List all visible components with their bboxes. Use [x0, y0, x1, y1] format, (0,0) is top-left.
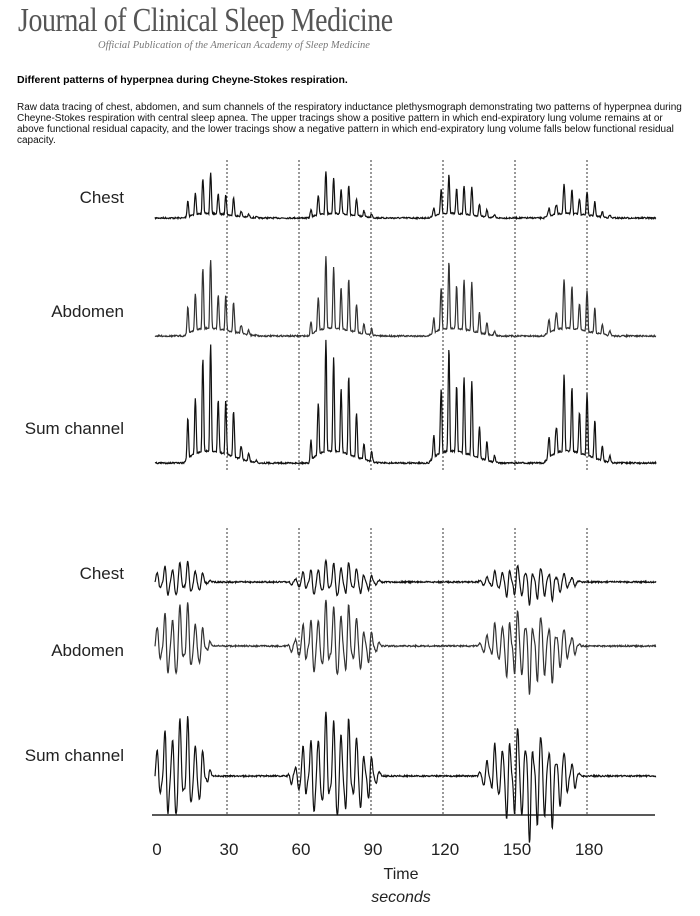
trace [154, 599, 657, 695]
trace [154, 339, 657, 466]
tick-label: 90 [364, 840, 383, 859]
tick-label: 30 [220, 840, 239, 859]
trace [154, 256, 657, 339]
figure-title: Different patterns of hyperpnea during C… [17, 74, 348, 86]
trace [154, 558, 657, 606]
tick-label: 0 [152, 840, 161, 859]
trace-label: Abdomen [51, 302, 124, 321]
journal-name: Journal of Clinical Sleep Medicine [18, 2, 393, 39]
trace-label: Chest [80, 188, 125, 207]
tick-label: 120 [431, 840, 459, 859]
axis-unit: seconds [371, 889, 431, 906]
figure-caption: Raw data tracing of chest, abdomen, and … [17, 102, 682, 146]
trace-label: Sum channel [25, 746, 124, 765]
axis-label: Time [384, 866, 419, 883]
trace-label: Sum channel [25, 419, 124, 438]
trace-label: Chest [80, 564, 125, 583]
tick-label: 60 [292, 840, 311, 859]
tick-label: 180 [575, 840, 603, 859]
trace-label: Abdomen [51, 641, 124, 660]
tick-label: 150 [503, 840, 531, 859]
trace [154, 711, 657, 843]
journal-subtitle: Official Publication of the American Aca… [98, 40, 370, 51]
trace [154, 171, 657, 221]
